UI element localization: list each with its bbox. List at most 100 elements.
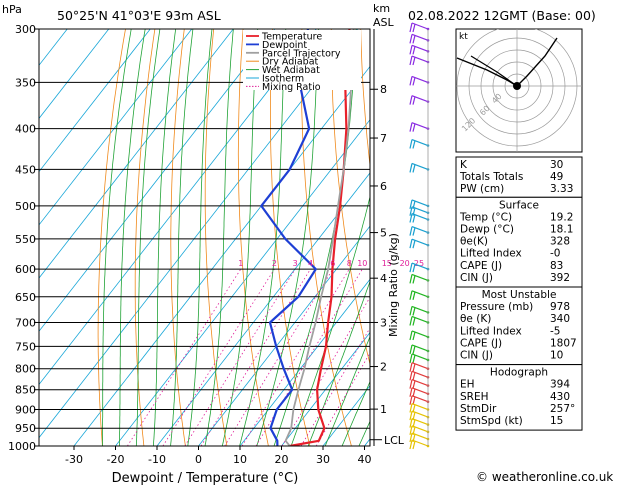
legend-box [243, 30, 361, 90]
index-value: 49 [550, 171, 563, 183]
hodograph-indices-box [455, 364, 583, 431]
dry-adiabat-line [97, 29, 126, 446]
pressure-tick-label: 500 [15, 200, 36, 213]
mixing-ratio-label: 3 [293, 259, 298, 268]
mixing-ratio-line [162, 268, 275, 446]
dry-adiabat-line [594, 17, 629, 463]
wind-barb [409, 44, 430, 55]
asl-label: ASL [373, 16, 395, 29]
index-label: CIN (J) [460, 272, 493, 284]
mixing-ratio-label: 15 [382, 259, 392, 268]
pressure-tick-label: 650 [15, 291, 36, 304]
mixing-ratio-label: 25 [414, 259, 424, 268]
parcel-trajectory [284, 29, 355, 446]
index-value: 10 [550, 350, 563, 362]
dry-adiabat-line [623, 17, 629, 463]
wind-barb [409, 262, 430, 273]
index-label: Pressure (mb) [460, 301, 533, 313]
plot-background [39, 17, 629, 463]
temperature-tick-label: 20 [275, 453, 289, 466]
wind-barb [409, 238, 430, 249]
index-value: 328 [550, 236, 570, 248]
index-label: CIN (J) [460, 350, 493, 362]
plot-frame [38, 28, 371, 447]
index-value: 3.33 [550, 183, 573, 195]
hodograph-frame [455, 28, 583, 153]
km-tick-label: 7 [380, 132, 387, 145]
mixing-ratio-label: 8 [347, 259, 352, 268]
isotherm-line [322, 385, 370, 446]
km-tick-label: 6 [380, 180, 387, 193]
wind-barb [409, 138, 430, 149]
temperature-tick-label: -30 [65, 453, 83, 466]
wind-barb [409, 344, 430, 355]
isobars [39, 29, 370, 446]
pressure-tick-label: 750 [15, 340, 36, 353]
mixing-ratio-label: 10 [357, 259, 367, 268]
km-tick-label: 5 [380, 227, 387, 240]
temperature-tick-label: 10 [233, 453, 247, 466]
pressure-tick-label: 900 [15, 404, 36, 417]
index-label: StmDir [460, 403, 497, 415]
index-label: Lifted Index [460, 248, 522, 260]
wind-barb [409, 387, 430, 397]
datetime-title: 02.08.2022 12GMT (Base: 00) [408, 8, 596, 23]
isotherm-line [39, 29, 110, 120]
wind-barb [409, 75, 430, 86]
km-tick-label: 3 [380, 317, 387, 330]
index-value: 257° [550, 403, 575, 415]
wet-adiabat-line [341, 380, 370, 446]
dry-adiabat-line [134, 29, 156, 446]
index-label: CAPE (J) [460, 337, 502, 349]
temperature-tick-label: -20 [107, 453, 125, 466]
pressure-tick-label: 700 [15, 317, 36, 330]
wet-adiabat-line [324, 335, 370, 446]
pressure-tick-label: 800 [15, 363, 36, 376]
mixing-ratio-labels: 1 2 3 4 6 8 10 15 20 25 [238, 259, 424, 268]
wet-adiabat-line [170, 29, 194, 446]
pressure-tick-label: 600 [15, 263, 36, 276]
index-value: 392 [550, 272, 570, 284]
temperature-tick-label: 30 [316, 453, 330, 466]
km-tick-label: 2 [380, 361, 387, 374]
wind-barb [409, 305, 430, 316]
index-label: CAPE (J) [460, 260, 502, 272]
isotherm-line [156, 172, 370, 446]
wind-barb [409, 162, 430, 173]
index-value: 1807 [550, 337, 577, 349]
mixing-ratio-label: 4 [308, 259, 313, 268]
km-axis: 8 7 6 5 4 3 2 1 [370, 29, 387, 446]
index-label: θe(K) [460, 236, 488, 248]
isotherm-line [39, 29, 276, 332]
wind-barb [409, 226, 430, 236]
isotherm-line [39, 29, 317, 386]
pressure-tick-label: 1000 [8, 440, 36, 453]
mixing-ratio-line [241, 268, 350, 446]
isotherm-line [239, 278, 370, 446]
isotherm-line [39, 29, 359, 439]
dry-adiabat-line [330, 29, 370, 367]
legend-entry: Mixing Ratio [262, 82, 321, 93]
index-label: Temp (°C) [459, 211, 512, 223]
km-label: km [373, 2, 390, 15]
index-label: EH [460, 379, 475, 391]
indices-table: K 30 Totals Totals 49 PW (cm) 3.33 SurfaceTemp… [455, 156, 583, 431]
legend-entry: Wet Adiabat [262, 65, 320, 76]
index-value: 15 [550, 415, 563, 427]
wind-barb [409, 33, 430, 44]
wind-barb [409, 315, 430, 326]
wind-barb [409, 290, 430, 300]
km-tick-label: 1 [380, 403, 387, 416]
wind-barb [409, 95, 430, 105]
mixing-ratio-label: 20 [400, 259, 410, 268]
section-title: Surface [499, 199, 539, 211]
temperature-tick-label: 40 [358, 453, 372, 466]
wet-adiabat-line [135, 29, 161, 446]
wet-adiabat-line [187, 29, 213, 446]
pressure-tick-label: 450 [15, 163, 36, 176]
index-label: Dewp (°C) [460, 224, 514, 236]
mixing-ratio-label: 6 [330, 259, 335, 268]
wind-barb [409, 55, 430, 66]
